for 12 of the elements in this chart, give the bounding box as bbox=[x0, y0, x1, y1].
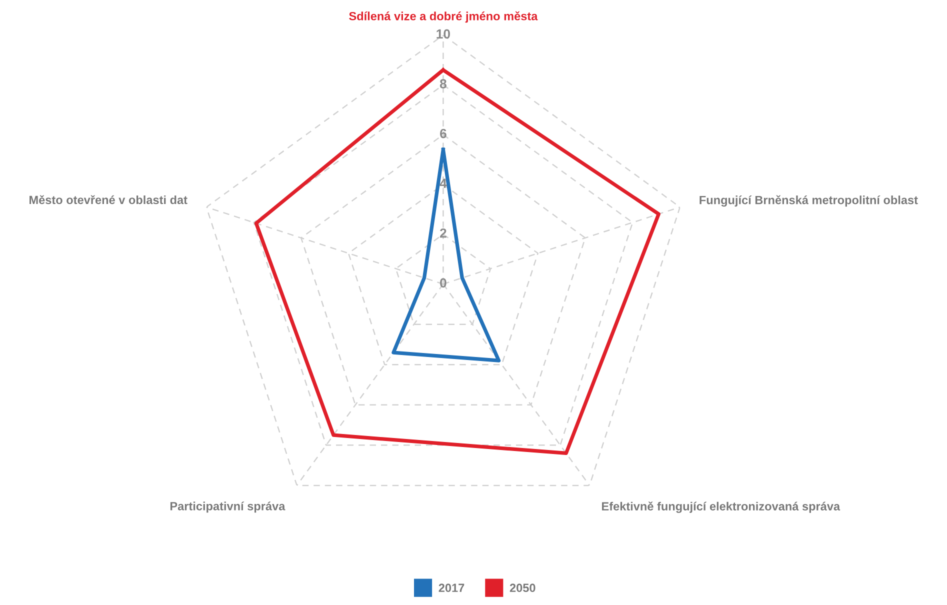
y-tick-label: 2 bbox=[440, 228, 446, 238]
y-tick-label: 8 bbox=[440, 79, 446, 88]
spoke-label: Sdílená vize a dobré jméno města bbox=[349, 11, 538, 23]
legend-label: 2050 bbox=[510, 584, 536, 592]
spoke-label: Participativní správa bbox=[170, 502, 286, 513]
y-tick-label: 6 bbox=[440, 128, 446, 138]
spoke-label: Efektivně fungující elektronizovaná správa bbox=[602, 502, 840, 513]
spoke-label: Město otevřené v oblasti dat bbox=[30, 195, 188, 204]
legend-label: 2017 bbox=[438, 584, 464, 592]
y-tick-label: 10 bbox=[436, 29, 450, 39]
spoke-label: Fungující Brněnská metropolitní oblast bbox=[700, 195, 918, 207]
y-tick-label: 0 bbox=[440, 278, 446, 288]
